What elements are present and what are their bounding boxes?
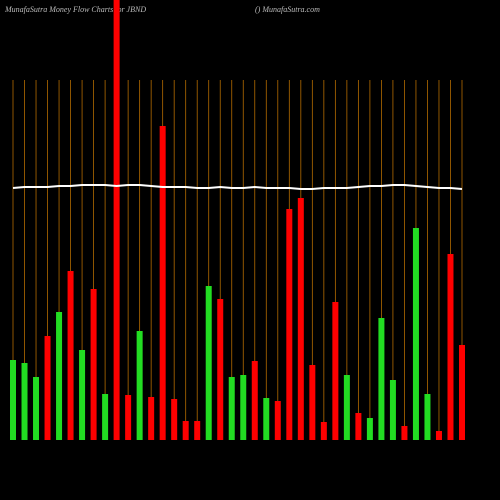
bar	[79, 350, 86, 440]
flow-line	[12, 184, 463, 190]
bar	[194, 421, 201, 440]
bar	[251, 361, 258, 440]
bar	[159, 126, 166, 440]
bar	[67, 271, 74, 440]
bar	[228, 377, 235, 440]
chart-subtitle: () MunafaSutra.com	[255, 5, 320, 14]
bar	[217, 299, 224, 440]
bar	[412, 228, 419, 440]
bar	[33, 377, 40, 440]
bar	[459, 345, 465, 440]
bar	[205, 286, 212, 440]
bar	[56, 312, 63, 440]
bar	[366, 418, 373, 440]
bars	[10, 0, 465, 440]
bar	[320, 422, 327, 440]
bar	[435, 431, 442, 440]
bar	[90, 289, 97, 440]
bar	[447, 254, 454, 440]
chart-title: MunafaSutra Money Flow Charts for JBND	[4, 5, 146, 14]
bar	[332, 302, 339, 440]
bar	[44, 336, 51, 440]
bar	[136, 331, 143, 440]
bar	[125, 395, 132, 440]
bar	[286, 209, 293, 440]
bar	[263, 398, 270, 440]
bar	[21, 363, 28, 440]
bar	[274, 401, 281, 440]
bar	[182, 421, 189, 440]
bar	[424, 394, 431, 440]
bar	[113, 0, 120, 440]
bar	[378, 318, 385, 440]
bar	[171, 399, 178, 440]
bar	[297, 198, 304, 440]
bar	[401, 426, 408, 440]
bar	[148, 397, 155, 440]
bar	[102, 394, 109, 440]
bar	[309, 365, 316, 440]
bar	[240, 375, 247, 440]
bar	[10, 360, 16, 440]
bar	[343, 375, 350, 440]
bar	[355, 413, 362, 440]
bar	[389, 380, 396, 440]
